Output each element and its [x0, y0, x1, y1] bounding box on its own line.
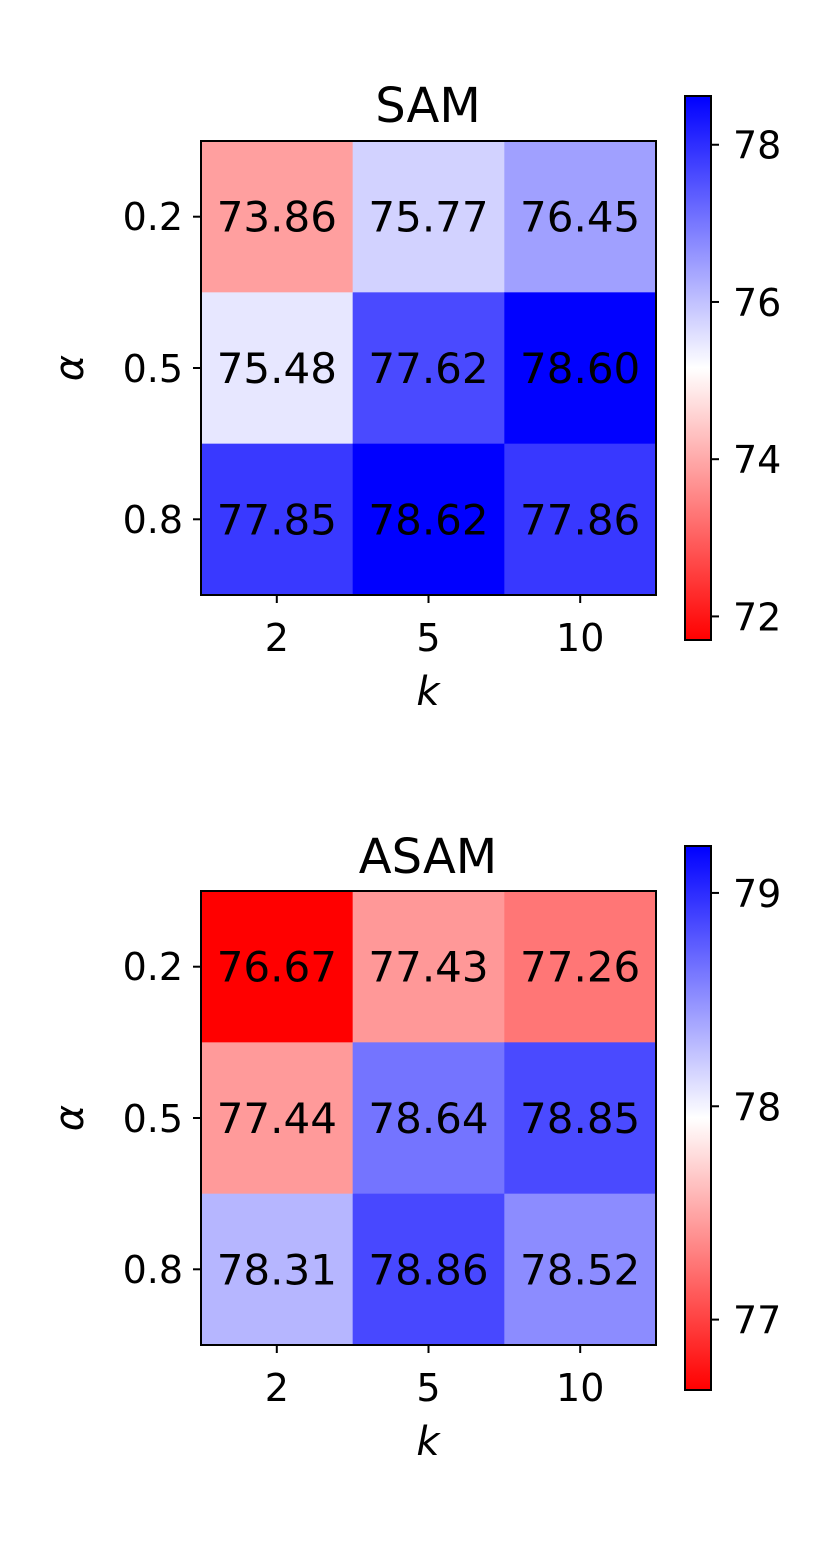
colorbar-gradient: [684, 845, 712, 1391]
heatmap-cell: [504, 141, 657, 293]
cell-value-label: 78.86: [368, 1245, 488, 1294]
cell-value-label: 78.60: [520, 344, 640, 393]
heatmap-cell: [504, 292, 657, 445]
cell-value-label: 73.86: [217, 193, 337, 242]
heatmap-cell: [201, 1042, 354, 1195]
colorbar: 72 74 76 78: [684, 95, 781, 641]
colorbar-tick-label: 78: [733, 1085, 781, 1129]
heatmap-cell: [201, 443, 354, 596]
heatmap-cell: [352, 1193, 505, 1346]
cell-value-label: 77.43: [368, 943, 488, 992]
cell-value-label: 78.62: [368, 495, 488, 544]
chart-title: SAM: [375, 78, 481, 134]
x-tick-label: 10: [556, 1366, 604, 1410]
chart-title: ASAM: [359, 829, 497, 885]
y-tick-label: 0.8: [123, 1248, 183, 1292]
cell-value-label: 75.77: [368, 193, 488, 242]
heatmap-cells: 76.67 77.43 77.26 77.44 78.64 78.85 78.31 78.86…: [201, 891, 657, 1346]
cell-value-label: 76.45: [520, 193, 640, 242]
cell-value-label: 77.86: [520, 495, 640, 544]
cell-value-label: 77.62: [368, 344, 488, 393]
heatmap-cell: [352, 443, 505, 596]
heatmap-cell: [504, 443, 657, 596]
colorbar-gradient: [684, 95, 712, 641]
heatmap-cell: [352, 891, 505, 1043]
x-tick-label: 10: [556, 616, 604, 660]
colorbar-tick-label: 74: [733, 438, 781, 482]
y-tick-label: 0.8: [123, 498, 183, 542]
cell-value-label: 77.44: [217, 1094, 337, 1143]
colorbar-tick-label: 77: [733, 1299, 781, 1343]
heatmap-cell: [201, 891, 354, 1043]
cell-value-label: 77.85: [217, 495, 337, 544]
y-tick-label: 0.2: [123, 945, 183, 989]
cell-value-label: 76.67: [217, 943, 337, 992]
cell-value-label: 78.85: [520, 1094, 640, 1143]
x-axis-label: k: [416, 669, 441, 715]
heatmap-cell: [201, 1193, 354, 1346]
heatmap-cell: [504, 891, 657, 1043]
cell-value-label: 78.31: [217, 1245, 337, 1294]
colorbar-tick-label: 72: [733, 595, 781, 639]
heatmap-cells: 73.86 75.77 76.45 75.48 77.62 78.60 77.85 78.62…: [201, 141, 657, 596]
colorbar-tick-label: 79: [733, 872, 781, 916]
heatmap-cell: [504, 1042, 657, 1195]
heatmap-cell: [352, 141, 505, 293]
heatmap-cell: [504, 1193, 657, 1346]
cell-value-label: 78.52: [520, 1245, 640, 1294]
colorbar-ticks: 77 78 79: [711, 872, 781, 1343]
heatmap-cell: [201, 292, 354, 445]
y-tick-label: 0.5: [123, 347, 183, 391]
x-tick-label: 2: [265, 1366, 289, 1410]
cell-value-label: 77.26: [520, 943, 640, 992]
colorbar-ticks: 72 74 76 78: [711, 124, 781, 639]
heatmap-panel-asam: ASAM 76.67 77.43 77.26 77.44 78.64 78.85 78.31…: [47, 829, 781, 1465]
heatmap-cell: [352, 292, 505, 445]
colorbar-tick-label: 76: [733, 281, 781, 325]
x-tick-label: 5: [416, 616, 440, 660]
y-axis-label: α: [47, 1105, 93, 1131]
y-tick-label: 0.2: [123, 195, 183, 239]
cell-value-label: 78.64: [368, 1094, 488, 1143]
y-tick-label: 0.5: [123, 1097, 183, 1141]
cell-value-label: 75.48: [217, 344, 337, 393]
x-axis-label: k: [416, 1419, 441, 1465]
colorbar: 77 78 79: [684, 845, 781, 1391]
x-tick-label: 5: [416, 1366, 440, 1410]
x-tick-label: 2: [265, 616, 289, 660]
y-axis-label: α: [47, 355, 93, 381]
heatmap-cell: [201, 141, 354, 293]
colorbar-tick-label: 78: [733, 124, 781, 168]
heatmap-cell: [352, 1042, 505, 1195]
